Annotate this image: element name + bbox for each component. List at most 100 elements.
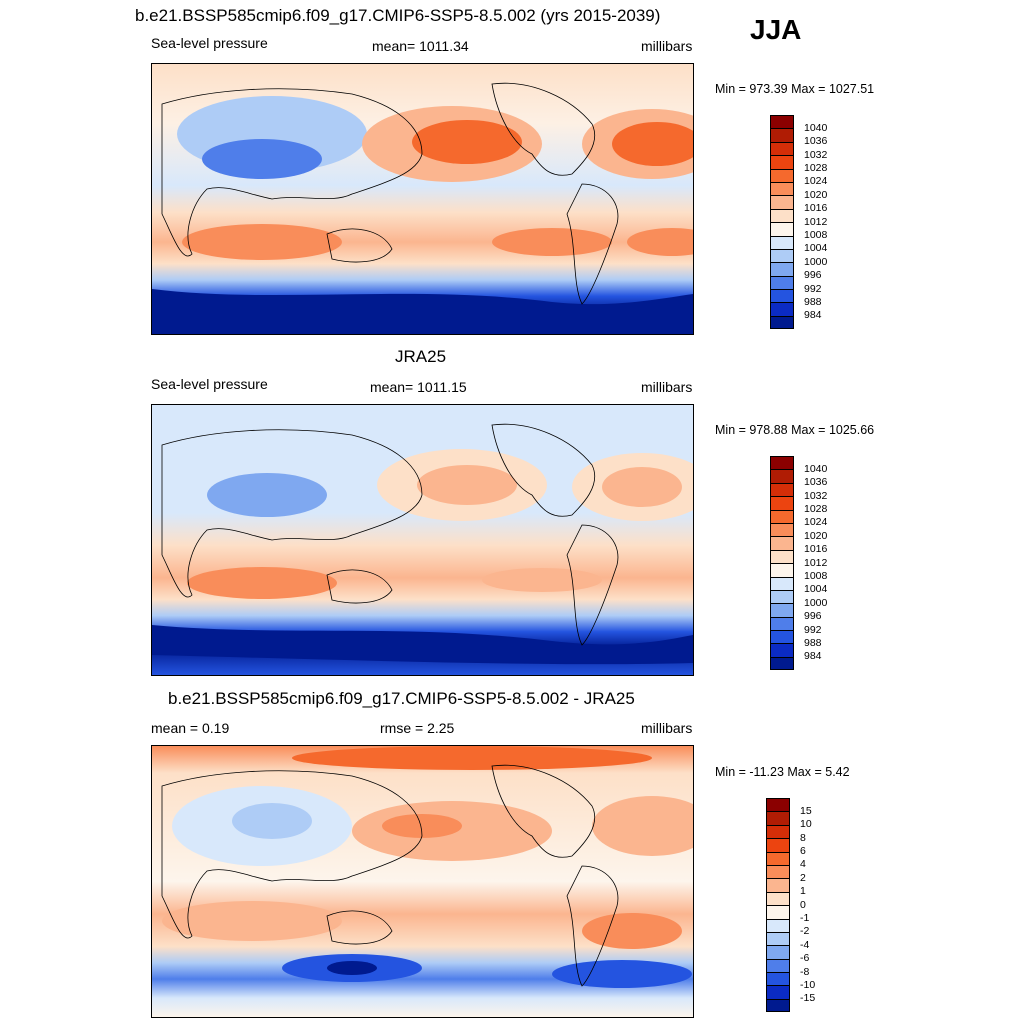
panel-left-label: mean = 0.19 <box>151 720 230 736</box>
colorbar-tick-label: 1036 <box>804 135 828 148</box>
colorbar-swatch <box>770 482 794 497</box>
colorbar-tick-label: 996 <box>804 610 822 623</box>
colorbar-swatch <box>766 985 790 999</box>
colorbar-swatch <box>770 536 794 550</box>
colorbar-tick-label: 1000 <box>804 596 828 609</box>
colorbar-swatch <box>770 643 794 657</box>
panel-title: b.e21.BSSP585cmip6.f09_g17.CMIP6-SSP5-8.… <box>168 689 635 708</box>
colorbar-tick-label: -8 <box>800 965 810 978</box>
colorbar-tick-label: 6 <box>800 845 806 858</box>
colorbar-swatch <box>766 931 790 946</box>
colorbar-swatch <box>770 248 794 263</box>
colorbar-swatch <box>770 469 794 483</box>
colorbar-swatch <box>770 576 794 590</box>
colorbar-swatch <box>770 315 794 330</box>
colorbar-tick-label: 1004 <box>804 242 828 255</box>
colorbar-tick-label: 992 <box>804 623 822 636</box>
colorbar-tick-label: 10 <box>800 818 812 831</box>
colorbar-tick-label: 1040 <box>804 462 828 475</box>
colorbar-swatch <box>770 155 794 169</box>
colorbar-swatch <box>766 958 790 973</box>
colorbar-tick-label: 1004 <box>804 583 828 596</box>
colorbar-tick-label: 1020 <box>804 188 828 201</box>
colorbar-swatch <box>770 656 794 671</box>
colorbar-tick-label: 1000 <box>804 255 828 268</box>
colorbar-swatch <box>770 208 794 223</box>
colorbar-swatch <box>770 289 794 303</box>
colorbar-tick-label: 8 <box>800 831 806 844</box>
colorbar-tick-label: 1008 <box>804 570 828 583</box>
panel-right-label: millibars <box>641 38 693 54</box>
colorbar-swatch <box>770 195 794 209</box>
colorbar-tick-label: 1032 <box>804 148 828 161</box>
panel-title: JRA25 <box>395 347 447 366</box>
colorbar-tick-label: 1016 <box>804 543 828 556</box>
colorbar-tick-label: 984 <box>804 309 822 322</box>
colorbar-swatch <box>766 918 790 932</box>
slp-map-model-graphic <box>152 64 693 334</box>
colorbar-tick-label: -1 <box>800 912 810 925</box>
colorbar-tick-label: 1036 <box>804 476 828 489</box>
colorbar-swatch <box>770 522 794 537</box>
colorbar-tick-label: -10 <box>800 978 816 991</box>
slp-map-reference-graphic <box>152 405 693 675</box>
colorbar-tick-label: 988 <box>804 636 822 649</box>
season-label: JJA <box>750 14 802 45</box>
colorbar-tick-label: 15 <box>800 804 812 817</box>
colorbar-tick-label: 1032 <box>804 489 828 502</box>
slp-map-difference-graphic <box>152 746 693 1017</box>
colorbar-tick-label: 984 <box>804 650 822 663</box>
colorbar-swatch <box>766 798 790 812</box>
panel-left-label: Sea-level pressure <box>151 35 268 51</box>
panel-right-label: millibars <box>641 379 693 395</box>
colorbar-swatch <box>770 222 794 236</box>
colorbar-swatch <box>770 509 794 523</box>
colorbar-swatch <box>770 275 794 290</box>
colorbar-swatch <box>766 851 790 865</box>
colorbar-swatch <box>770 496 794 510</box>
colorbar-swatch <box>770 235 794 249</box>
colorbar-swatch <box>770 549 794 564</box>
colorbar-tick-label: 992 <box>804 282 822 295</box>
colorbar-swatch <box>770 616 794 631</box>
colorbar-swatch <box>770 115 794 129</box>
colorbar-swatch <box>770 168 794 182</box>
slp-map-model <box>151 63 694 335</box>
panel-center-label: mean= 1011.15 <box>370 379 467 395</box>
colorbar-tick-label: -15 <box>800 992 816 1005</box>
colorbar-swatch <box>766 891 790 906</box>
colorbar-swatch <box>766 945 790 959</box>
slp-map-reference <box>151 404 694 676</box>
colorbar-swatch <box>770 128 794 142</box>
colorbar-swatch <box>766 864 790 879</box>
panel-title: b.e21.BSSP585cmip6.f09_g17.CMIP6-SSP5-8.… <box>135 6 661 25</box>
colorbar-tick-label: 1024 <box>804 175 828 188</box>
colorbar-tick-label: 1024 <box>804 516 828 529</box>
slp-map-difference <box>151 745 694 1018</box>
colorbar-tick-label: 1016 <box>804 202 828 215</box>
colorbar-swatch <box>770 630 794 644</box>
colorbar-swatch <box>770 181 794 196</box>
colorbar-tick-label: 1040 <box>804 121 828 134</box>
panel-minmax: Min = -11.23 Max = 5.42 <box>715 765 850 779</box>
colorbar-swatch <box>770 262 794 276</box>
colorbar-tick-label: 1028 <box>804 162 828 175</box>
colorbar-swatch <box>770 141 794 156</box>
colorbar-swatch <box>766 811 790 825</box>
colorbar-swatch <box>766 824 790 839</box>
colorbar-tick-label: 1012 <box>804 215 828 228</box>
colorbar-swatch <box>766 998 790 1013</box>
colorbar-tick-label: 1020 <box>804 529 828 542</box>
panel-left-label: Sea-level pressure <box>151 376 268 392</box>
colorbar-swatch <box>766 838 790 852</box>
colorbar-tick-label: 1028 <box>804 503 828 516</box>
panel-minmax: Min = 973.39 Max = 1027.51 <box>715 82 875 96</box>
panel-minmax: Min = 978.88 Max = 1025.66 <box>715 423 875 437</box>
colorbar-swatch <box>770 589 794 604</box>
colorbar-tick-label: 988 <box>804 295 822 308</box>
panel-center-label: mean= 1011.34 <box>372 38 469 54</box>
colorbar-swatch <box>770 563 794 577</box>
colorbar-tick-label: 4 <box>800 858 806 871</box>
colorbar-swatch <box>766 878 790 892</box>
colorbar-tick-label: 996 <box>804 269 822 282</box>
